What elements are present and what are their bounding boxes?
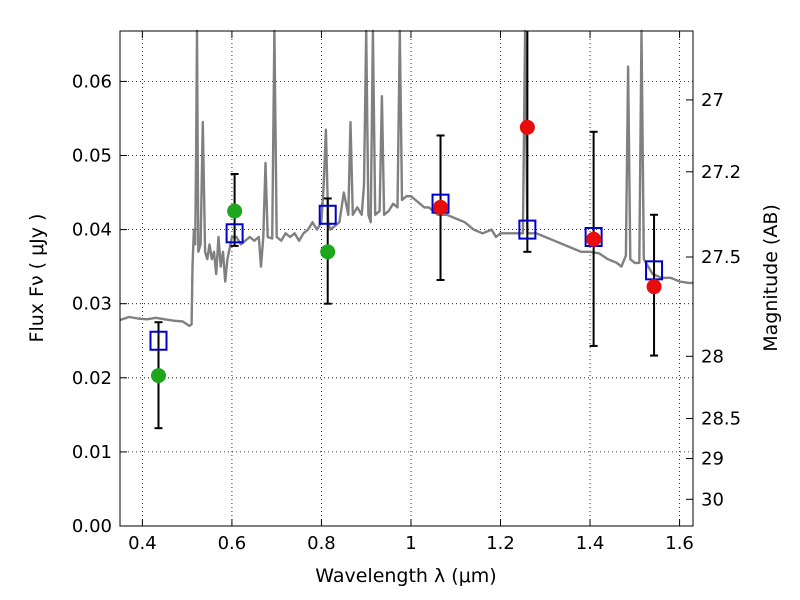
red-data-point bbox=[646, 279, 662, 295]
y-tick-label: 0.00 bbox=[72, 516, 112, 537]
y2-tick-label: 27.2 bbox=[701, 162, 741, 183]
y-axis: 0.00 0.01 0.02 0.03 0.04 0.05 0.06 bbox=[72, 71, 127, 537]
y-tick-label: 0.05 bbox=[72, 145, 112, 166]
y-axis-label: Flux Fν ( μJy ) bbox=[26, 214, 48, 343]
y2-tick-label: 29 bbox=[701, 449, 724, 470]
x-axis-label: Wavelength λ (μm) bbox=[315, 565, 496, 587]
y2-tick-label: 27.5 bbox=[701, 247, 741, 268]
y2-tick-label: 28 bbox=[701, 346, 724, 367]
x-tick-label: 0.6 bbox=[218, 533, 247, 554]
x-tick-label: 1.2 bbox=[486, 533, 515, 554]
green-data-point bbox=[227, 203, 243, 219]
x-tick-label: 0.8 bbox=[307, 533, 336, 554]
plot-background bbox=[120, 31, 693, 526]
y-tick-label: 0.01 bbox=[72, 442, 112, 463]
red-data-point bbox=[586, 231, 602, 247]
x-tick-label: 0.4 bbox=[128, 533, 157, 554]
x-tick-label: 1.4 bbox=[576, 533, 605, 554]
x-tick-label: 1 bbox=[405, 533, 416, 554]
model-spectrum bbox=[119, 29, 693, 328]
y-tick-label: 0.02 bbox=[72, 368, 112, 389]
y2-tick-label: 27 bbox=[701, 90, 724, 111]
grid bbox=[120, 31, 693, 527]
x-tick-label: 1.6 bbox=[665, 533, 694, 554]
model-square bbox=[149, 330, 168, 351]
model-square bbox=[518, 219, 537, 240]
model-square bbox=[225, 223, 244, 244]
y2-tick-label: 30 bbox=[701, 489, 724, 510]
y2-axis-label: Magnitude (AB) bbox=[760, 204, 782, 352]
plot-frame bbox=[119, 30, 694, 527]
red-data-point bbox=[433, 199, 449, 215]
green-data-point bbox=[150, 368, 166, 384]
red-data-point bbox=[519, 119, 535, 135]
y-tick-label: 0.06 bbox=[72, 71, 112, 92]
model-spectrum-line bbox=[119, 29, 693, 328]
y2-tick-label: 28.5 bbox=[701, 409, 741, 430]
y-tick-label: 0.03 bbox=[72, 294, 112, 315]
x-axis: 0.4 0.6 0.8 1 1.2 1.4 1.6 bbox=[128, 31, 694, 554]
green-data-point bbox=[320, 244, 336, 260]
y-tick-label: 0.04 bbox=[72, 220, 112, 241]
observed-circles bbox=[150, 119, 662, 384]
y2-axis: 27 27.2 27.5 28 28.5 29 30 bbox=[686, 90, 741, 510]
model-square bbox=[318, 204, 337, 225]
